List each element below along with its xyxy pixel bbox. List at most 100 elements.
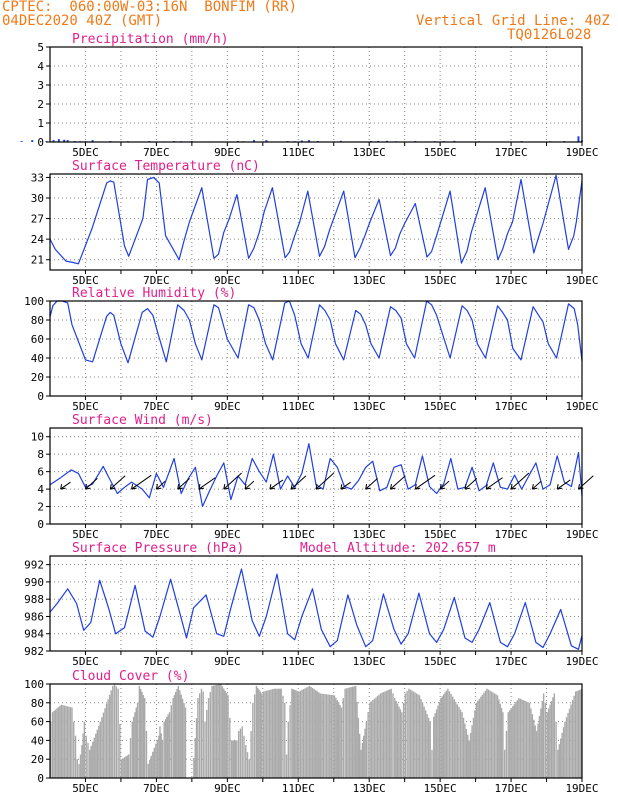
header-model-id: TQ0126L028 (507, 27, 592, 43)
cloud-bar (362, 735, 365, 778)
y-tick-label: 100 (24, 678, 44, 691)
cloud-bar (206, 709, 208, 778)
cloud-bar (291, 688, 293, 778)
cloud-bar (467, 734, 469, 778)
pres-panel: 982 984 986 988 990 992 5DEC 7DEC 9DEC 11DEC 13DEC… (24, 541, 598, 668)
x-tick-label: 9DEC (214, 400, 241, 413)
pres-annotation: Model Altitude: 202.657 m (300, 541, 496, 556)
cloud-bar (128, 754, 130, 778)
cloud-bar (440, 698, 442, 778)
x-tick-label: 17DEC (495, 274, 528, 287)
x-tick-label: 5DEC (72, 274, 99, 287)
temp-title: Surface Temperature (nC) (72, 159, 260, 174)
wind-arrow (340, 481, 351, 490)
cloud-bar (195, 718, 198, 778)
x-tick-label: 11DEC (282, 782, 315, 795)
x-tick-label: 9DEC (214, 528, 241, 541)
cloud-bar (542, 693, 545, 778)
cloud-bar (110, 690, 112, 778)
cloud-bar (434, 713, 436, 778)
cloud-bar (577, 690, 580, 778)
cloud-bar (547, 708, 550, 778)
pres-series-line (49, 568, 583, 650)
cloud-bar (76, 759, 78, 778)
cloud-bar (153, 747, 156, 778)
cloud-bar (93, 737, 95, 778)
cloud-bar (415, 693, 418, 778)
x-tick-label: 5DEC (72, 655, 99, 668)
y-tick-label: 30 (31, 192, 44, 205)
cloud-bar (132, 716, 135, 778)
cloud-bar (63, 705, 66, 778)
cloud-bar (198, 693, 201, 778)
cloud-bar (265, 690, 268, 778)
wind-arrow (439, 480, 450, 490)
cloud-bar (447, 688, 449, 778)
cloud-bar (90, 745, 92, 778)
precip-bar (31, 140, 34, 142)
cloud-bar (522, 700, 525, 778)
header-date: 04DEC2020 40Z (GMT) (2, 13, 163, 29)
cloud-bar (296, 690, 299, 778)
cloud-bar (145, 731, 148, 778)
cloud-bar (295, 690, 297, 778)
y-tick-label: 10 (31, 431, 44, 444)
wind-arrow (198, 477, 216, 490)
cloud-bar (580, 689, 582, 778)
cloud-bar (344, 688, 346, 778)
wind-arrow (510, 472, 530, 490)
cloud-bar (398, 706, 400, 778)
cloud-bar (469, 732, 472, 778)
precip-bar (91, 140, 94, 142)
cloud-bar (280, 688, 282, 778)
cloud-bar (444, 692, 446, 778)
cloud-bar (546, 712, 548, 778)
cloud-bar (255, 685, 258, 778)
y-tick-label: 80 (31, 314, 44, 327)
cloud-bar (406, 691, 408, 778)
cloud-bar (161, 740, 164, 778)
cloud-bar (134, 712, 136, 778)
cloud-bar (528, 702, 531, 778)
y-tick-label: 990 (24, 576, 44, 589)
cloud-bar (322, 693, 325, 778)
cloud-bar (311, 688, 314, 778)
cloud-bar (388, 689, 391, 778)
cloud-bar (217, 684, 219, 778)
cloud-bar (347, 687, 349, 778)
cloud-bar (136, 702, 139, 778)
cloud-bar (115, 686, 118, 778)
cloud-bar (396, 703, 399, 778)
rh-panel: 0 20 40 60 80 100 5DEC 7DEC 9DEC 11DEC 13DEC 15DEC 1… (24, 286, 598, 413)
precip-panel: 0 1 2 3 4 5 5DEC 7DEC 9DEC 11DEC 13DEC 15DEC 17DEC 19… (20, 32, 599, 159)
wind-arrow (84, 478, 98, 490)
y-tick-label: 80 (31, 697, 44, 710)
cloud-bar (325, 694, 328, 778)
cloud-bar (262, 691, 265, 778)
temp-series-line (49, 174, 583, 265)
temp-panel: 21 24 27 30 33 5DEC 7DEC 9DEC 11DEC 13DEC 15DEC 17D… (31, 159, 599, 287)
cloud-bar (540, 708, 542, 778)
cloud-bar (500, 707, 503, 778)
cloud-bar (268, 689, 271, 778)
y-tick-label: 0 (37, 390, 44, 403)
y-tick-label: 0 (37, 772, 44, 785)
cloud-bar (158, 735, 160, 778)
cloud-bar (390, 688, 392, 778)
cloud-bar (316, 691, 318, 778)
precip-bar (66, 140, 69, 142)
cloud-bar (442, 694, 445, 778)
cloud-bar (535, 731, 538, 778)
cloud-bar (51, 712, 54, 778)
cloud-bar (218, 684, 221, 778)
cloud-bar (336, 700, 338, 778)
wind-arrow (177, 478, 190, 490)
cloud-bar (518, 698, 520, 778)
cloud-bar (489, 690, 491, 778)
rh-title: Relative Humidity (%) (72, 286, 236, 301)
cloud-bar (87, 742, 89, 778)
cloud-bar (172, 698, 174, 778)
cloud-bar (471, 725, 473, 778)
cloud-bar (355, 685, 357, 778)
cloud-bar (333, 695, 336, 778)
